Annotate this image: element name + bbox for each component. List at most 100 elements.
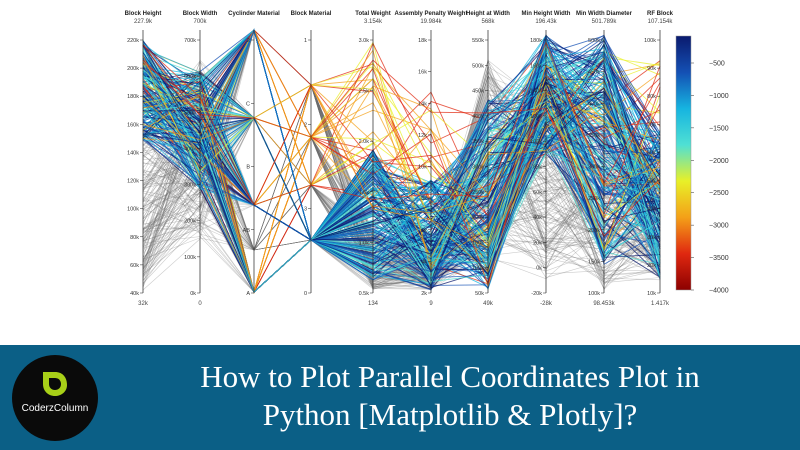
series-line [142,29,661,263]
series-line [142,28,661,262]
tick-label: 16k [418,70,427,76]
tick-label: 180k [530,38,542,44]
tick-label: 3 [304,207,307,213]
axis-label: Block Material [291,11,332,17]
tick-label: 200k [588,228,600,234]
tick-label: 400k [472,114,484,120]
tick-label: 180k [127,94,139,100]
axis-range-min: 134 [368,301,379,307]
series-line [142,46,661,293]
axis-range-max: 227.9k [134,19,153,25]
tick-label: 0.5k [359,291,370,297]
tick-label: 40k [647,207,656,213]
tick-label: 500k [184,110,196,116]
axis-range-max: 501.789k [592,19,618,25]
series-line [142,78,661,294]
series-line [142,28,661,277]
leaf-logo-icon [43,372,67,396]
tick-label: 20k [533,240,542,246]
tick-label: 80k [130,235,139,241]
series-line [142,74,661,252]
background-line [142,29,661,271]
tick-label: 0 [304,291,307,297]
series-line [142,34,661,273]
colorbar-tick-label: −3000 [709,223,729,230]
tick-label: AB [243,228,251,234]
tick-label: 60k [533,190,542,196]
tick-label: 50k [475,291,484,297]
series-line [142,65,661,241]
axis: Cyclinder Material 2 C B AB A [228,11,280,297]
axis-label: Height at Width [466,11,510,17]
background-line [142,84,661,284]
tick-label: 1.0k [359,240,370,246]
axis: Height at Width 568k 49k 550k 500k 450k 400k 35… [466,11,510,307]
axis-range-max: 107.154k [648,19,674,25]
tick-label: 160k [530,63,542,69]
tick-label: 18k [418,38,427,44]
axis-range-min: 49k [483,301,494,307]
tick-label: 1.5k [359,190,370,196]
colorbar-tick-label: −3500 [709,255,729,262]
tick-label: 120k [127,179,139,185]
axis-label: Block Width [183,11,218,17]
series-line [142,28,661,272]
tick-label: 300k [472,165,484,171]
axis: Block Width 700k 0 700k 600k 500k 400k 300k 200k… [183,11,218,307]
parallel-coordinates-chart: Block Height227.9k32k220k200k180k160k140… [125,11,729,307]
series-line [142,59,661,216]
tick-label: 60k [647,150,656,156]
tick-label: 400k [588,101,600,107]
tick-label: 600k [184,74,196,80]
tick-label: 40k [130,291,139,297]
tick-label: 80k [533,165,542,171]
colorbar-tick-label: −4000 [709,288,729,295]
tick-label: 0k [190,291,196,297]
axis-label: RF Block [647,11,674,17]
tick-label: 40k [533,215,542,221]
axis-range-min: -28k [540,301,553,307]
tick-label: 20k [647,263,656,269]
axis-label: Assembly Penalty Weight [395,11,468,17]
colorbar-gradient [675,35,692,291]
tick-label: 200k [127,66,139,72]
tick-label: 100k [588,291,600,297]
axis-range-min: 9 [429,301,433,307]
series-line [142,82,661,255]
colorbar-tick-label: −2000 [709,158,729,165]
tick-label: 450k [472,89,484,95]
background-line [142,86,661,288]
headline: How to Plot Parallel Coordinates Plot in… [110,358,790,434]
tick-label: 160k [127,122,139,128]
tick-label: 200k [472,215,484,221]
coderzcolumn-logo: CoderzColumn [12,355,98,441]
tick-label: 2k [421,291,427,297]
tick-label: 10k [647,291,656,297]
tick-label: A [246,291,250,297]
axis-range-min: 32k [138,301,149,307]
axis-label: Cyclinder Material [228,11,280,17]
series-line [142,44,661,241]
tick-label: 350k [472,139,484,145]
tick-label: 60k [130,263,139,269]
tick-label: 4k [421,259,427,265]
series-line [142,28,661,282]
axis-label: Total Weight [355,11,390,17]
logo-text: CoderzColumn [21,403,89,414]
axis: Min Height Width 196.43k -28k 180k 160k 140k 1… [522,11,571,307]
series-line [142,57,661,293]
series-line [142,28,661,265]
background-line [142,84,661,285]
tick-label: 700k [184,38,196,44]
series-line [142,117,661,272]
axis-label: Min Width Diameter [576,11,633,17]
tick-label: 500k [588,38,600,44]
colorbar-tick-label: −500 [709,61,725,68]
background-line [142,174,661,284]
background-line [142,83,661,293]
tick-label: 2.5k [359,89,370,95]
series-line [142,44,661,293]
axis-range-max: 19.984k [420,19,442,25]
axes: Block Height227.9k32k220k200k180k160k140… [125,11,674,307]
tick-label: 250k [472,190,484,196]
